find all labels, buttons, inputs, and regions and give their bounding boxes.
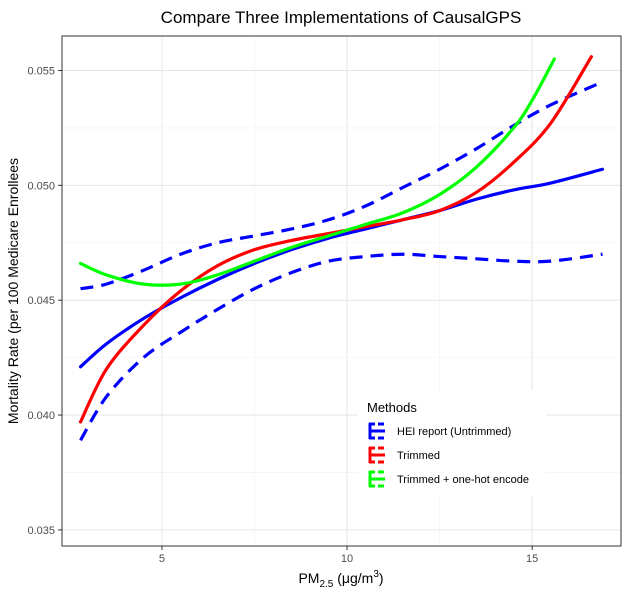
series-trimmed-onehot-line [78, 57, 556, 287]
legend-title: Methods [367, 400, 417, 415]
series-trimmed-line [78, 55, 593, 424]
series-hei-upper-band [80, 80, 604, 291]
y-axis: 0.035 0.040 0.045 0.050 0.055 [27, 65, 62, 537]
y-tick-label: 0.045 [27, 295, 55, 307]
y-tick-label: 0.035 [27, 525, 55, 537]
x-axis-title-unit-open: (μg/m [333, 570, 373, 586]
legend-items: HEI report (Untrimmed) Trimmed Trimmed + o… [368, 422, 529, 488]
y-tick-label: 0.055 [27, 65, 55, 77]
x-tick-label: 15 [526, 553, 538, 565]
chart-title: Compare Three Implementations of CausalG… [161, 8, 522, 27]
legend: Methods HEI report (Untrimmed) Trimmed Tri… [358, 390, 546, 496]
x-axis-title-main: PM [298, 570, 319, 586]
x-axis-title-unit-close: ) [379, 570, 384, 586]
y-tick-label: 0.040 [27, 410, 55, 422]
x-axis: 5 10 15 [159, 546, 538, 565]
legend-key-trimmed-onehot [368, 470, 386, 488]
x-tick-label: 10 [341, 553, 353, 565]
x-axis-title-sub: 2.5 [319, 579, 333, 590]
y-tick-label: 0.050 [27, 180, 55, 192]
legend-label-hei-report: HEI report (Untrimmed) [397, 426, 511, 438]
legend-background [358, 390, 546, 496]
plot-border [61, 35, 622, 547]
series-hei-lower-band [79, 252, 603, 442]
x-tick-label: 5 [159, 553, 165, 565]
x-axis-title-sup: 3 [373, 569, 379, 580]
series-layer [78, 55, 605, 442]
x-axis-title: PM2.5 (μg/m3) [298, 569, 383, 590]
legend-label-trimmed: Trimmed [397, 450, 440, 462]
legend-label-trimmed-onehot: Trimmed + one-hot encode [397, 474, 529, 486]
series-hei-report-line [78, 167, 605, 369]
legend-key-trimmed [368, 446, 386, 464]
y-axis-title: Mortality Rate (per 100 Medicare Enrolle… [5, 158, 21, 424]
legend-key-hei-report [368, 422, 386, 440]
